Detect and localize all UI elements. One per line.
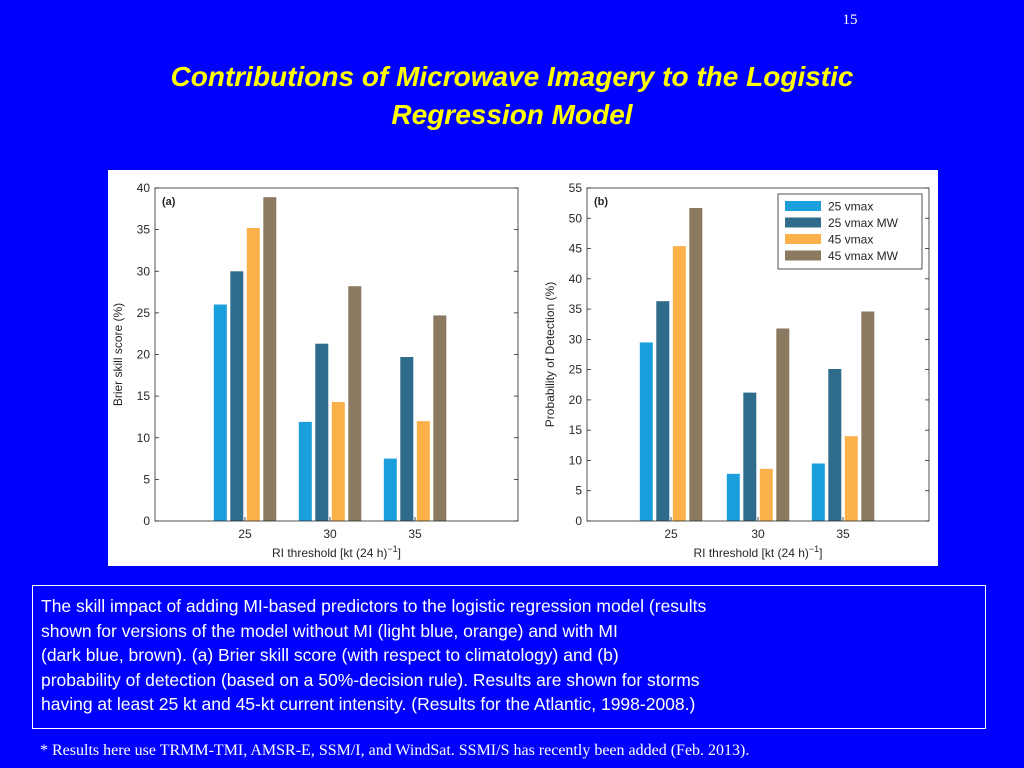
slide-title-line: Regression Model [391,99,633,130]
slide-title: Contributions of Microwave Imagery to th… [40,58,984,134]
bar [672,246,686,521]
y-tick-label: 25 [569,363,583,377]
y-tick-label: 30 [569,332,583,346]
bar [776,328,790,521]
x-tick-label: 35 [836,527,850,541]
slide-number: 15 [842,12,858,28]
panel-label: (b) [594,196,608,208]
figure-panel: 0 5 10 15 20 25 30 35 40 25 30 35 RI threshold [kt (… [108,170,938,566]
bar [759,468,773,521]
footnote: * Results here use TRMM-TMI, AMSR-E, SSM… [40,742,750,759]
y-tick-label: 55 [569,181,583,195]
y-axis-label: Brier skill score (%) [111,303,125,406]
panel-label: (a) [162,196,176,208]
y-tick-label: 20 [569,393,583,407]
bar [828,369,842,521]
x-axis-label: RI threshold [kt (24 h)−1] [694,544,823,560]
caption-box: The skill impact of adding MI-based pred… [32,585,986,729]
bar [433,315,447,521]
y-tick-label: 15 [569,423,583,437]
legend-label: 25 vmax MW [828,216,899,230]
legend-label: 45 vmax MW [828,249,899,263]
bar [416,421,430,521]
legend-swatch [785,250,821,261]
bar-charts: 0 5 10 15 20 25 30 35 40 25 30 35 RI threshold [kt (… [111,181,930,560]
bar [400,357,414,521]
bar [263,197,277,521]
bar [861,311,875,521]
bar [689,208,703,521]
y-tick-label: 35 [137,223,151,237]
y-tick-label: 30 [137,264,151,278]
caption-line: probability of detection (based on a 50%… [41,669,700,690]
caption-line: The skill impact of adding MI-based pred… [41,596,707,616]
slide-title-line: Contributions of Microwave Imagery to th… [170,61,854,92]
legend-swatch [785,217,821,228]
bar [743,392,757,521]
bar [230,271,244,522]
chart-a: 0 5 10 15 20 25 30 35 40 25 30 35 RI threshold [kt (… [111,181,519,560]
y-tick-label: 40 [569,272,583,286]
y-tick-label: 15 [137,389,151,403]
y-tick-label: 10 [569,453,583,467]
y-axis-label: Probability of Detection (%) [543,282,557,427]
y-tick-label: 45 [569,242,583,256]
bar [383,458,397,521]
x-tick-label: 25 [664,527,678,541]
bar [298,421,312,521]
chart-b: 0 5 10 15 20 25 30 35 40 45 50 55 25 30 35 RI threshold… [543,181,930,560]
caption-line: having at least 25 kt and 45-kt current … [41,694,696,714]
x-tick-label: 30 [751,527,765,541]
bar [315,343,329,521]
y-tick-label: 25 [137,306,151,320]
legend-label: 45 vmax [828,233,873,247]
bar [331,402,345,521]
bar [811,463,825,521]
x-axis-label: RI threshold [kt (24 h)−1] [272,544,401,560]
legend-swatch [785,234,821,244]
caption-line: (dark blue, brown). (a) Brier skill scor… [41,645,619,665]
bar [348,286,362,521]
x-tick-label: 25 [238,527,252,541]
legend-swatch [785,201,821,211]
y-tick-label: 5 [575,484,582,498]
caption-line: shown for versions of the model without … [41,620,618,641]
y-tick-label: 40 [137,181,151,195]
y-tick-label: 20 [137,348,151,362]
bar [213,304,227,521]
legend-label: 25 vmax [828,200,873,214]
y-tick-label: 10 [137,431,151,445]
x-tick-label: 30 [323,527,337,541]
bar [844,436,858,521]
y-tick-label: 35 [569,302,583,316]
bar [656,301,670,521]
y-tick-label: 0 [143,514,150,528]
x-tick-label: 35 [408,527,422,541]
y-tick-label: 0 [575,514,582,528]
bar [246,228,260,521]
bar [726,473,740,521]
bar [639,342,653,521]
y-tick-label: 50 [569,211,583,225]
y-tick-label: 5 [143,472,150,486]
